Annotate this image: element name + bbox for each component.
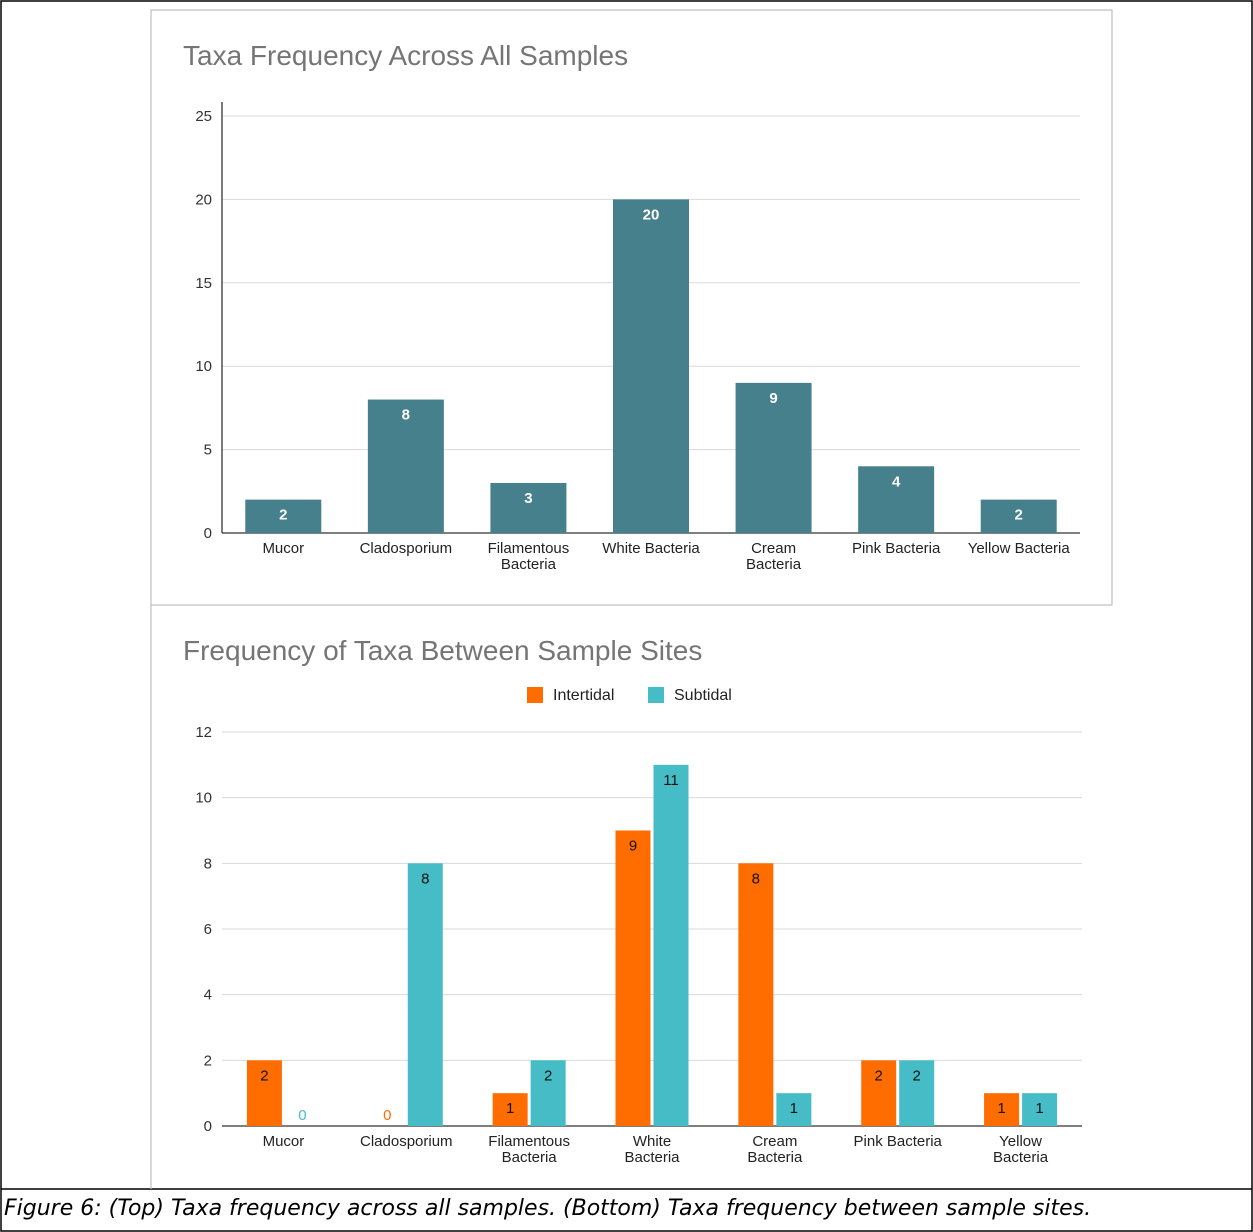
bar <box>615 830 651 1126</box>
y-tick-label: 0 <box>204 1118 212 1135</box>
bar <box>984 1093 1020 1126</box>
x-tick-label: Filamentous <box>488 540 570 557</box>
y-tick-label: 8 <box>204 855 212 872</box>
bar <box>653 764 689 1126</box>
bar <box>861 1060 897 1126</box>
bar <box>245 499 322 533</box>
data-label: 3 <box>524 490 532 507</box>
data-label: 9 <box>629 838 637 855</box>
bar <box>407 863 443 1126</box>
data-label: 2 <box>544 1067 552 1084</box>
x-tick-label: Yellow Bacteria <box>968 540 1071 557</box>
bar <box>530 1060 566 1126</box>
data-label: 2 <box>279 507 287 524</box>
data-label: 2 <box>260 1067 268 1084</box>
data-label: 20 <box>643 206 660 223</box>
figure-caption: Figure 6: (Top) Taxa frequency across al… <box>4 1196 1092 1221</box>
bar <box>980 499 1057 533</box>
x-tick-label: White Bacteria <box>602 540 700 557</box>
bar <box>367 399 444 533</box>
y-tick-label: 20 <box>195 191 212 208</box>
x-tick-label: Bacteria <box>624 1149 680 1166</box>
bar <box>1022 1093 1058 1126</box>
x-tick-label: Cladosporium <box>360 540 453 557</box>
data-label: 4 <box>892 473 901 490</box>
chart-taxa-frequency-sites: Frequency of Taxa Between Sample Sites 0 2… <box>183 635 1082 1166</box>
chart-title: Frequency of Taxa Between Sample Sites <box>183 635 702 666</box>
data-label: 2 <box>875 1067 883 1084</box>
x-tick-label: Bacteria <box>501 556 557 573</box>
data-label: 8 <box>421 870 429 887</box>
data-label: 1 <box>997 1100 1005 1117</box>
bar <box>735 382 812 533</box>
x-tick-label: Cream <box>751 540 796 557</box>
data-label: 8 <box>402 407 410 424</box>
bar <box>490 482 567 533</box>
y-tick-label: 2 <box>204 1052 212 1069</box>
x-tick-label: White <box>633 1133 671 1150</box>
data-label: 0 <box>298 1107 306 1124</box>
x-tick-label: Cream <box>752 1133 797 1150</box>
y-tick-label: 15 <box>195 275 212 292</box>
bar <box>776 1093 812 1126</box>
chart-title: Taxa Frequency Across All Samples <box>183 40 628 71</box>
y-tick-label: 0 <box>204 525 212 542</box>
bar <box>613 199 689 533</box>
y-tick-label: 10 <box>195 790 212 807</box>
x-tick-label: Cladosporium <box>360 1133 453 1150</box>
data-label: 0 <box>383 1107 391 1124</box>
legend-label: Intertidal <box>553 687 614 704</box>
data-label: 2 <box>1015 507 1023 524</box>
x-tick-label: Bacteria <box>747 1149 803 1166</box>
y-tick-label: 4 <box>204 987 212 1004</box>
legend-label: Subtidal <box>674 687 732 704</box>
legend-swatch <box>648 687 664 703</box>
y-tick-label: 6 <box>204 921 212 938</box>
x-tick-label: Yellow <box>999 1133 1042 1150</box>
y-tick-label: 10 <box>195 358 212 375</box>
y-tick-label: 12 <box>195 724 212 741</box>
x-tick-label: Pink Bacteria <box>854 1133 943 1150</box>
x-tick-label: Mucor <box>263 1133 305 1150</box>
bar <box>858 466 935 533</box>
data-label: 1 <box>506 1100 514 1117</box>
y-tick-label: 5 <box>204 442 212 459</box>
bar <box>492 1093 528 1126</box>
data-label: 11 <box>663 772 679 789</box>
data-label: 1 <box>790 1100 798 1117</box>
data-label: 9 <box>769 390 777 407</box>
legend-swatch <box>527 687 543 703</box>
x-tick-label: Bacteria <box>993 1149 1049 1166</box>
y-tick-label: 25 <box>195 108 212 125</box>
x-tick-label: Filamentous <box>488 1133 570 1150</box>
data-label: 2 <box>913 1067 921 1084</box>
x-tick-label: Mucor <box>262 540 304 557</box>
x-tick-label: Pink Bacteria <box>852 540 941 557</box>
data-label: 8 <box>752 870 760 887</box>
bar <box>738 863 774 1126</box>
bar <box>246 1060 282 1126</box>
data-label: 1 <box>1035 1100 1043 1117</box>
x-tick-label: Bacteria <box>502 1149 558 1166</box>
chart-taxa-frequency-all: Taxa Frequency Across All Samples 0 5 10 15 2… <box>183 40 1080 573</box>
x-tick-label: Bacteria <box>746 556 802 573</box>
bar <box>899 1060 935 1126</box>
